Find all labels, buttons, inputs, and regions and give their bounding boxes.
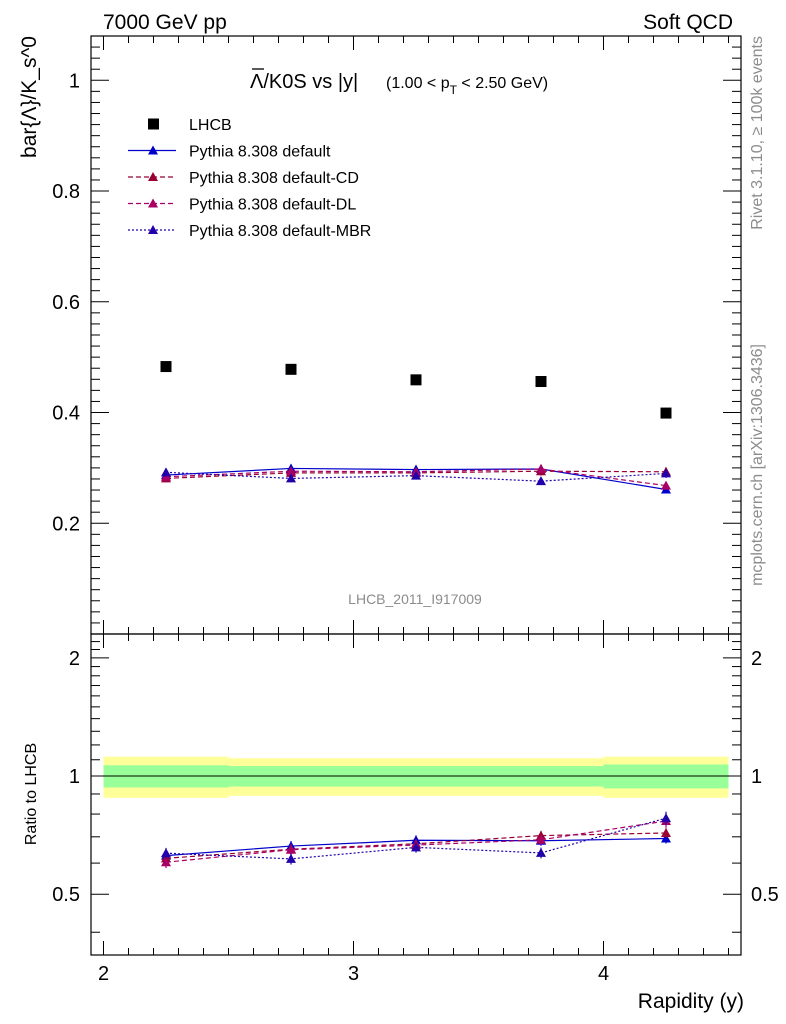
header-left: 7000 GeV pp bbox=[103, 11, 227, 34]
legend-label: Pythia 8.308 default-DL bbox=[189, 197, 356, 214]
header-right: Soft QCD bbox=[643, 11, 733, 34]
side-text-lower: mcplots.cern.ch [arXiv:1306.3436] bbox=[749, 344, 766, 586]
ratio-panel: 2 3 4 0.5 0.5 1 1 2 2 bbox=[52, 36, 779, 985]
plot-title: Λ/K0S vs |y| (1.00 < pT < 2.50 GeV) bbox=[250, 68, 548, 97]
data-point-triangle bbox=[148, 145, 158, 155]
main-panel: 0.2 0.4 0.6 0.8 1 bbox=[52, 35, 742, 955]
legend-label: LHCB bbox=[189, 117, 232, 134]
data-point-triangle bbox=[536, 463, 546, 473]
ratio-y-tick-label-right: 2 bbox=[751, 648, 762, 670]
data-point-triangle bbox=[161, 467, 171, 477]
ratio-frame bbox=[90, 633, 742, 956]
main-data-point-square bbox=[160, 361, 172, 373]
y-axis-label-ratio: Ratio to LHCB bbox=[23, 743, 40, 845]
data-point-triangle bbox=[286, 466, 296, 476]
ratio-y-tick-label-right: 0.5 bbox=[751, 884, 779, 906]
data-point-triangle bbox=[536, 834, 546, 844]
main-data-point-square bbox=[285, 363, 297, 375]
data-point-triangle bbox=[148, 198, 158, 208]
y-tick-label: 0.6 bbox=[52, 292, 80, 314]
x-tick-label: 4 bbox=[598, 963, 609, 985]
legend-label: Pythia 8.308 default-MBR bbox=[189, 223, 371, 240]
side-text-upper: Rivet 3.1.10, ≥ 100k events bbox=[749, 36, 766, 230]
data-point-triangle bbox=[661, 480, 671, 490]
data-point-triangle bbox=[411, 842, 421, 852]
data-point-triangle bbox=[161, 848, 171, 858]
y-tick-label: 0.4 bbox=[52, 403, 80, 425]
data-point-triangle bbox=[148, 172, 158, 181]
data-point-triangle bbox=[661, 833, 671, 843]
plot-title-range: (1.00 < pT < 2.50 GeV) bbox=[386, 75, 548, 97]
plot-title-range-subscript: T bbox=[450, 83, 458, 97]
x-tick-label: 2 bbox=[98, 963, 109, 985]
data-point-triangle bbox=[161, 857, 171, 867]
ratio-y-tick-label: 2 bbox=[69, 648, 80, 670]
data-point-triangle bbox=[286, 473, 296, 483]
y-tick-label: 0.8 bbox=[52, 181, 80, 203]
legend: LHCB Pythia 8.308 default Pythia 8.308 def… bbox=[128, 117, 371, 240]
main-data-point-square bbox=[535, 376, 547, 388]
main-data-point-square bbox=[660, 407, 672, 419]
y-axis-label-main: bar{Λ}/K_s^0 bbox=[18, 36, 41, 158]
data-point-triangle bbox=[661, 468, 671, 478]
legend-label: Pythia 8.308 default-CD bbox=[189, 170, 359, 187]
data-point-triangle bbox=[286, 853, 296, 863]
ratio-y-tick-label-right: 1 bbox=[751, 766, 762, 788]
data-point-triangle bbox=[286, 844, 296, 854]
ratio-y-tick-label: 0.5 bbox=[52, 884, 80, 906]
data-point-triangle bbox=[661, 813, 671, 823]
main-data-point-square bbox=[410, 374, 422, 386]
plot-title-range-prefix: (1.00 < p bbox=[386, 75, 450, 92]
main-series-line bbox=[165, 471, 667, 482]
data-point-triangle bbox=[536, 476, 546, 486]
y-tick-label: 1 bbox=[69, 70, 80, 92]
legend-marker-square bbox=[148, 118, 159, 130]
legend-label: Pythia 8.308 default bbox=[189, 144, 331, 161]
data-point-triangle bbox=[148, 225, 158, 234]
plot-title-main: Λ/K0S vs |y| bbox=[250, 71, 358, 93]
x-tick-label: 3 bbox=[348, 963, 359, 985]
ratio-y-tick-label: 1 bbox=[69, 766, 80, 788]
x-axis-label: Rapidity (y) bbox=[638, 990, 744, 1013]
data-point-triangle bbox=[661, 827, 671, 837]
plot-title-range-suffix: < 2.50 GeV) bbox=[457, 75, 548, 92]
data-point-triangle bbox=[411, 470, 421, 480]
data-point-triangle bbox=[536, 847, 546, 857]
analysis-watermark: LHCB_2011_I917009 bbox=[348, 591, 482, 607]
y-tick-label: 0.2 bbox=[52, 513, 80, 535]
